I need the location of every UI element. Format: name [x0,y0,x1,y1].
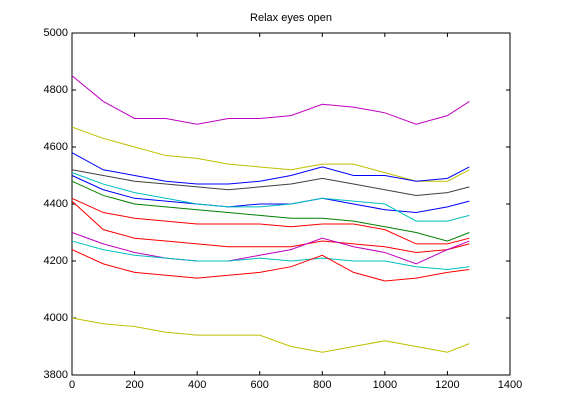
series-line [71,172,470,222]
y-tick-label: 4000 [44,312,68,324]
y-tick-label: 5000 [44,27,68,39]
series-line [71,200,470,253]
series-line [71,240,470,271]
x-tick-label: 1000 [373,379,397,391]
chart-title: Relax eyes open [250,12,332,24]
series-line [71,175,470,214]
series-line [71,317,470,353]
x-tick-label: 600 [251,379,269,391]
y-tick-label: 4200 [44,255,68,267]
series-line [71,249,470,282]
x-tick-label: 1200 [435,379,459,391]
y-tick-label: 4800 [44,84,68,96]
series-line [71,152,470,185]
x-tick-label: 1400 [498,379,522,391]
series-line [71,197,470,245]
series-line [71,180,470,242]
x-tick-label: 400 [188,379,206,391]
y-tick-label: 4400 [44,198,68,210]
y-tick-label: 4600 [44,141,68,153]
x-tick-label: 200 [125,379,143,391]
series-line [71,75,470,125]
x-tick-label: 0 [69,379,75,391]
series-line [71,232,470,265]
y-tick-label: 3800 [44,369,68,381]
x-tick-label: 800 [313,379,331,391]
series-line [71,169,470,196]
